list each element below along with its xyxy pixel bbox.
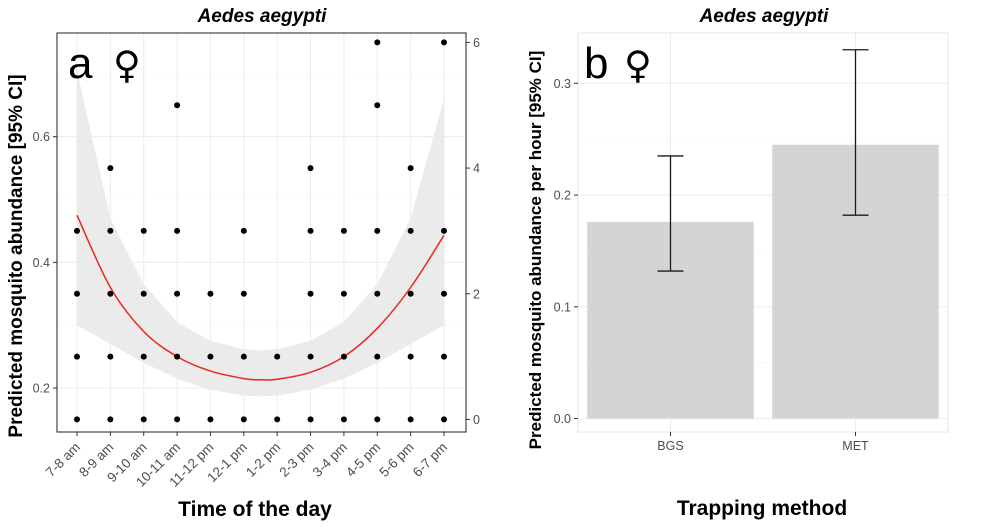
error-bar-met [842,49,869,216]
error-bar-bgs [657,155,684,272]
panel-a-letter: a [68,39,93,88]
y-tick-label: 0.0 [554,412,571,426]
data-point [174,102,181,109]
data-point [74,353,80,360]
data-point [274,353,281,360]
data-point [307,290,314,297]
data-point [307,165,314,172]
panel-b-error-bars [657,49,869,272]
data-point [374,39,381,46]
panel-b-trapping-method: 0.0 0.1 0.2 0.3 BGS MET b ♀ Aedes aegypti Pr… [526,6,949,520]
panel-a-y-label: Predicted mosquito abundance [95% CI] [6,74,27,437]
data-point [374,102,381,109]
x-tick-label: MET [842,439,869,453]
data-point [174,353,181,360]
data-point [374,416,381,423]
data-point [107,227,114,234]
y-tick-label: 0.1 [554,300,571,314]
data-point [140,353,147,360]
panel-a-fitted-curve [76,214,445,381]
data-point [74,227,80,234]
y2-tick-label: 6 [473,36,480,50]
data-point [407,227,414,234]
data-point [407,290,414,297]
data-point [407,416,414,423]
x-tick-label: 6-7 pm [410,440,450,480]
panel-b-title: Aedes aegypti [699,6,830,27]
data-point [407,165,414,172]
panel-b-x-axis: BGS MET [657,432,869,453]
data-point [340,227,347,234]
panel-a-observed-points [74,39,447,423]
y2-tick-label: 0 [473,413,480,427]
data-point [274,416,281,423]
panel-b-y-axis: 0.0 0.1 0.2 0.3 [554,77,578,426]
data-point [374,353,381,360]
y-tick-label: 0.4 [33,256,50,270]
x-tick-label: 7-8 am [43,440,83,480]
panel-a-y-axis: 0.2 0.4 0.6 [33,130,57,396]
data-point [441,353,447,360]
data-point [140,290,147,297]
data-point [441,290,447,297]
data-point [441,416,447,423]
data-point [240,290,247,297]
data-point [240,416,247,423]
panel-a-time-of-day: 0.2 0.4 0.6 0 2 4 6 7-8 am8-9 am9-10 am10-11 … [6,6,480,521]
data-point [74,290,80,297]
y-tick-label: 0.2 [554,189,571,203]
female-symbol-icon: ♀ [624,43,652,87]
data-point [240,353,247,360]
y-tick-label: 0.6 [33,130,50,144]
panel-a-confidence-ribbon [77,70,444,397]
data-point [207,353,214,360]
data-point [374,290,381,297]
panel-b-y-label: Predicted mosquito abundance per hour [9… [526,51,545,450]
data-point [107,165,114,172]
x-tick-label: 1-2 pm [243,440,283,480]
female-symbol-icon: ♀ [113,43,141,87]
data-point [340,416,347,423]
data-point [74,416,80,423]
data-point [240,227,247,234]
data-point [140,227,147,234]
data-point [207,290,214,297]
data-point [307,416,314,423]
panel-a-title: Aedes aegypti [197,6,328,27]
data-point [441,227,447,234]
panel-a-secondary-y-axis: 0 2 4 6 [466,36,480,427]
y2-tick-label: 4 [473,162,480,176]
data-point [307,227,314,234]
x-tick-label: 2-3 pm [276,440,316,480]
data-point [441,39,447,46]
y-tick-label: 0.3 [554,77,571,91]
panel-b-bars [587,144,939,419]
data-point [207,416,214,423]
data-point [140,416,147,423]
y-tick-label: 0.2 [33,382,50,396]
y2-tick-label: 2 [473,287,480,301]
panel-a-x-label: Time of the day [178,498,332,521]
panel-a-frame [56,32,467,433]
data-point [174,227,181,234]
data-point [407,353,414,360]
data-point [340,290,347,297]
panel-b-letter: b [584,39,608,88]
x-tick-label: BGS [657,439,683,453]
data-point [174,290,181,297]
x-tick-label: 3-4 pm [310,440,350,480]
data-point [107,416,114,423]
panel-b-x-label: Trapping method [677,497,847,520]
data-point [107,353,114,360]
data-point [174,416,181,423]
x-tick-label: 5-6 pm [376,440,416,480]
data-point [374,227,381,234]
data-point [340,353,347,360]
data-point [307,353,314,360]
x-tick-label: 4-5 pm [343,440,383,480]
data-point [107,290,114,297]
panel-b-frame [577,32,949,433]
